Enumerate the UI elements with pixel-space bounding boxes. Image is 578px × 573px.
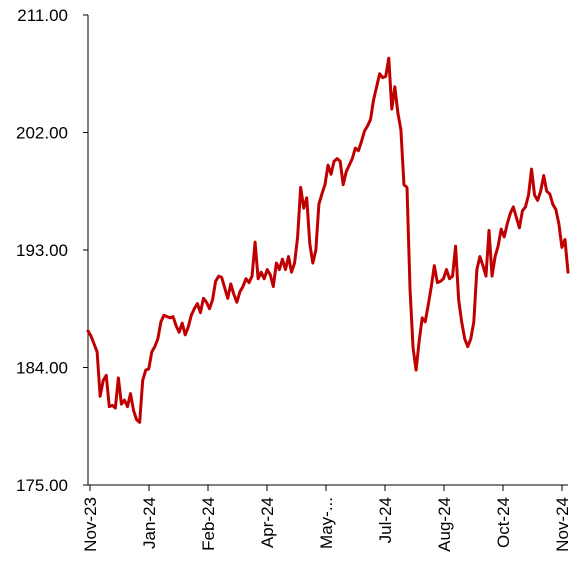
x-tick-labels: Nov-23 Jan-24 Feb-24 Apr-24 May-... Jul-24 Aug… <box>81 497 572 552</box>
x-tick-label: Apr-24 <box>258 497 277 548</box>
x-tick-marks <box>89 485 563 491</box>
x-tick-label: Feb-24 <box>199 497 218 551</box>
x-tick-label: May-... <box>317 497 336 549</box>
x-tick-label: Jul-24 <box>376 497 395 543</box>
series-line <box>86 56 570 424</box>
y-tick-label: 211.00 <box>17 6 68 25</box>
y-tick-label: 202.00 <box>16 124 68 143</box>
x-tick-label: Aug-24 <box>435 497 454 552</box>
x-tick-label: Oct-24 <box>494 497 513 548</box>
x-tick-label: Nov-23 <box>81 497 100 552</box>
x-tick-label: Jan-24 <box>140 497 159 549</box>
y-tick-marks <box>83 14 88 486</box>
x-axis: Nov-23 Jan-24 Feb-24 Apr-24 May-... Jul-24 Aug… <box>81 484 572 552</box>
x-tick-label: Nov-24 <box>553 497 572 552</box>
y-axis: 175.00 184.00 193.00 202.00 211.00 <box>16 6 89 495</box>
y-tick-label: 184.00 <box>16 359 68 378</box>
y-tick-label: 193.00 <box>16 241 68 260</box>
y-tick-labels: 175.00 184.00 193.00 202.00 211.00 <box>16 6 68 495</box>
plot-area <box>86 56 570 424</box>
y-tick-label: 175.00 <box>16 476 68 495</box>
